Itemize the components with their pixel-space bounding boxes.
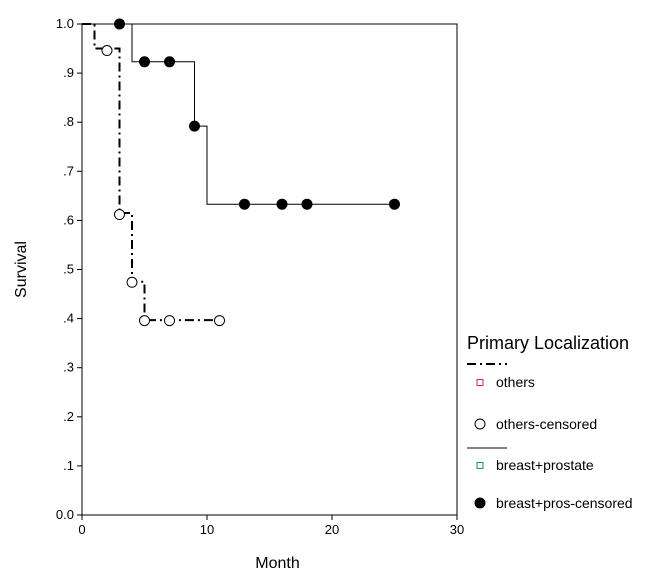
legend-item-breast-pros-censored: breast+pros-censored	[474, 495, 633, 511]
x-axis: 0 10 20 30	[78, 515, 464, 537]
censor-marker-open	[126, 276, 138, 288]
censor-marker-open	[101, 45, 113, 57]
censor-marker-open	[139, 315, 150, 327]
y-tick-label: .4	[63, 311, 74, 326]
legend-entries: others others-censored breast+prostate brea…	[467, 363, 633, 511]
censor-marker-open	[164, 315, 175, 327]
x-tick-label: 0	[78, 522, 85, 537]
censor-marker-filled	[389, 198, 400, 210]
legend-item-others-censored: others-censored	[474, 416, 597, 432]
y-tick-label: 1.0	[56, 16, 74, 31]
censor-marker-filled	[276, 198, 288, 210]
legend-title: Primary Localization	[467, 333, 629, 353]
legend-item-breast-prostate: breast+prostate	[467, 447, 594, 473]
series-line-others	[82, 23, 220, 322]
y-tick-label: 0.0	[56, 507, 74, 522]
legend-square-marker	[476, 462, 484, 469]
y-tick-label: .5	[63, 262, 74, 277]
censor-marker-filled	[239, 198, 250, 210]
legend-filled-circle	[474, 497, 486, 509]
censor-marker-filled	[189, 120, 200, 132]
x-axis-title: Month	[255, 555, 299, 572]
series-line-breast-prostate	[82, 23, 395, 205]
censor-marker-open	[114, 209, 125, 221]
x-tick-label: 10	[200, 522, 214, 537]
x-tick-label: 30	[450, 522, 464, 537]
y-tick-label: .2	[63, 409, 74, 424]
legend-label: breast+prostate	[496, 457, 594, 473]
plot-border	[81, 23, 458, 516]
legend-open-circle	[474, 418, 486, 430]
x-tick-label: 20	[325, 522, 339, 537]
y-axis-title: Survival	[13, 241, 30, 298]
censor-marker-filled	[139, 56, 150, 68]
censor-marker-open	[214, 315, 225, 327]
y-tick-label: .6	[63, 212, 74, 227]
censor-marker-filled	[164, 56, 175, 68]
legend: Primary Localization others others-censor…	[467, 333, 633, 511]
censor-marker-filled	[301, 198, 313, 210]
y-tick-label: .1	[63, 458, 74, 473]
y-axis: 0.0 .1 .2 .3 .4 .5 .6 .7 .8 .9 1.0	[56, 16, 82, 522]
legend-square-marker	[476, 379, 484, 386]
legend-label: others-censored	[496, 416, 597, 432]
censor-markers	[101, 18, 400, 327]
y-tick-label: .3	[63, 360, 74, 375]
censor-marker-filled	[114, 18, 125, 30]
y-tick-label: .7	[63, 163, 74, 178]
plot-frame	[81, 23, 458, 516]
series-layer	[82, 23, 395, 322]
legend-item-others: others	[467, 363, 535, 390]
legend-label: breast+pros-censored	[496, 495, 633, 511]
y-tick-label: .8	[63, 114, 74, 129]
y-tick-label: .9	[63, 65, 74, 80]
legend-label: others	[496, 374, 535, 390]
